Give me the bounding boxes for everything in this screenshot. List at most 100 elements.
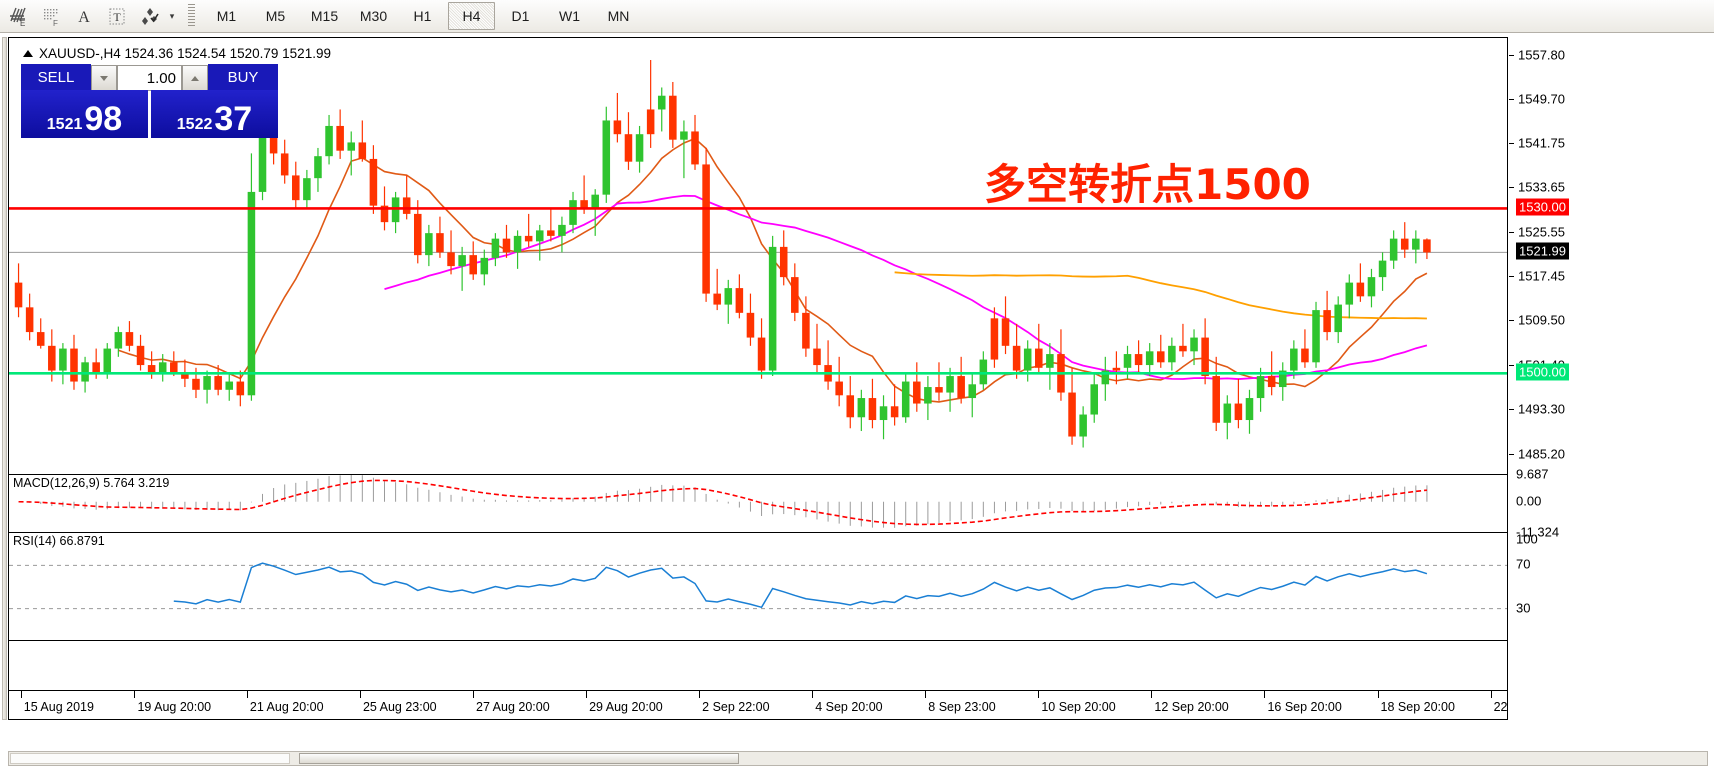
sell-price-prefix: 1521 (46, 116, 83, 133)
macd-axis-label: 9.687 (1516, 466, 1549, 482)
price-axis-label: 1525.55 (1518, 224, 1565, 240)
timeframe-button-h4[interactable]: H4 (448, 2, 495, 30)
indicators-icon[interactable]: E (3, 2, 33, 30)
timeframe-button-m30[interactable]: M30 (359, 8, 388, 24)
buy-price-prefix: 1522 (176, 116, 213, 133)
time-axis-tick (20, 690, 22, 698)
price-axis-tick (1509, 99, 1514, 101)
time-axis-tick (586, 690, 588, 698)
macd-indicator-label: MACD(12,26,9) 5.764 3.219 (13, 476, 170, 490)
price-badge-horizontal-line[interactable]: 1530.00 (1516, 198, 1569, 216)
caret-up-icon (191, 75, 199, 81)
volume-decrement-button[interactable] (91, 65, 117, 91)
timeframe-button-h1[interactable]: H1 (413, 8, 432, 24)
time-axis-tick (1038, 690, 1040, 698)
symbol-header: XAUUSD-,H4 1524.36 1524.54 1520.79 1521.… (23, 46, 331, 61)
rsi-axis-label: 100 (1516, 531, 1538, 547)
price-axis[interactable]: 1557.80 1549.70 1541.75 1533.65 1525.55 1517.… (1509, 37, 1714, 720)
time-axis-label: 12 Sep 20:00 (1154, 700, 1229, 714)
price-axis-label: 1493.30 (1518, 401, 1565, 417)
main-toolbar: E F A T (0, 0, 1714, 33)
time-axis-label: 10 Sep 20:00 (1041, 700, 1116, 714)
rsi-axis-label: 30 (1516, 600, 1531, 616)
crosshair-icon[interactable]: F (36, 2, 66, 30)
time-axis-tick (134, 690, 136, 698)
horizontal-scrollbar[interactable] (8, 751, 1708, 766)
timeframe-button-mn[interactable]: MN (607, 8, 630, 24)
buy-price-panel[interactable]: 1522 37 (151, 90, 278, 138)
time-axis-label: 16 Sep 20:00 (1267, 700, 1342, 714)
scrollbar-track-left[interactable] (10, 753, 290, 764)
caret-glyph: ▾ (169, 10, 175, 21)
price-axis-label: 1557.80 (1518, 47, 1565, 63)
price-axis-label: 1485.20 (1518, 446, 1565, 462)
rsi-pane[interactable]: RSI(14) 66.8791 (9, 533, 1507, 641)
time-axis-label: 18 Sep 20:00 (1380, 700, 1455, 714)
text-icon[interactable]: A (69, 2, 99, 30)
time-axis-label: 22 Sep 23:00 (1493, 700, 1507, 714)
time-axis-tick (246, 690, 248, 698)
price-chart-svg (9, 59, 1507, 448)
time-axis-tick (473, 690, 474, 698)
time-axis-label: 2 Sep 22:00 (702, 700, 770, 714)
price-axis-tick (1509, 187, 1514, 189)
buy-button[interactable]: BUY (208, 64, 278, 90)
timeframe-group: M1 M5 M15 M30 H1 H4 D1 W1 MN (202, 2, 643, 30)
caret-down-icon (100, 75, 108, 81)
objects-icon[interactable] (135, 2, 165, 30)
price-axis-tick (1509, 453, 1514, 455)
price-axis-tick (1509, 364, 1514, 366)
time-axis-tick (699, 690, 701, 698)
buy-price-pips: 37 (214, 100, 253, 138)
symbol-header-text: XAUUSD-,H4 1524.36 1524.54 1520.79 1521.… (39, 46, 331, 61)
chart-area: MACD(12,26,9) 5.764 3.219 RSI(14) 66.879… (0, 33, 1714, 766)
macd-axis-label: -11.324 (1516, 524, 1560, 540)
timeframe-button-m1[interactable]: M1 (216, 8, 237, 24)
macd-pane[interactable]: MACD(12,26,9) 5.764 3.219 (9, 475, 1507, 533)
price-axis-label: 1509.50 (1518, 312, 1565, 328)
price-badge-current-price[interactable]: 1521.99 (1516, 242, 1569, 260)
time-axis: 15 Aug 2019 19 Aug 20:00 21 Aug 20:00 25 Au… (9, 641, 1507, 719)
time-axis-tick (812, 690, 814, 698)
time-axis-tick (1377, 690, 1379, 698)
volume-input[interactable]: 1.00 (117, 65, 182, 91)
macd-chart-svg (18, 475, 1428, 528)
collapse-triangle-icon[interactable] (23, 50, 33, 57)
volume-increment-button[interactable] (182, 65, 208, 91)
timeframe-button-m5[interactable]: M5 (265, 8, 286, 24)
chart-left-scrollbar[interactable] (2, 37, 7, 720)
time-axis-tick (1490, 690, 1492, 698)
macd-axis-label: 0.00 (1516, 493, 1542, 509)
chart-frame: MACD(12,26,9) 5.764 3.219 RSI(14) 66.879… (8, 37, 1508, 720)
objects-dropdown-caret-icon[interactable]: ▾ (165, 2, 179, 30)
price-axis-label: 1533.65 (1518, 179, 1565, 195)
scrollbar-thumb[interactable] (299, 753, 739, 764)
price-axis-tick (1509, 142, 1514, 144)
oct-price-row: 1521 98 1522 37 (21, 90, 278, 138)
svg-text:E: E (20, 19, 25, 27)
rsi-chart-svg (9, 562, 1507, 610)
toolbar-grip[interactable] (188, 4, 195, 28)
time-axis-tick (359, 690, 361, 698)
timeframe-button-d1[interactable]: D1 (511, 8, 530, 24)
price-axis-tick (1509, 409, 1514, 411)
timeframe-button-m15[interactable]: M15 (310, 8, 339, 24)
sell-button[interactable]: SELL (21, 64, 91, 90)
text-label-icon[interactable]: T (102, 2, 132, 30)
chart-annotation-text: 多空转折点1500 (984, 160, 1311, 209)
rsi-axis-label: 70 (1516, 556, 1531, 572)
price-axis-label: 1541.75 (1518, 135, 1565, 151)
price-axis-tick (1509, 54, 1514, 56)
price-axis-tick (1509, 276, 1514, 278)
svg-text:F: F (53, 19, 58, 27)
time-axis-label: 8 Sep 23:00 (928, 700, 996, 714)
time-axis-label: 29 Aug 20:00 (589, 700, 663, 714)
rsi-indicator-label: RSI(14) 66.8791 (13, 534, 105, 548)
price-badge-horizontal-line[interactable]: 1500.00 (1516, 363, 1569, 381)
sell-price-panel[interactable]: 1521 98 (21, 90, 148, 138)
oct-controls-row: SELL 1.00 BUY (21, 64, 278, 91)
one-click-trading-panel[interactable]: SELL 1.00 BUY 1521 98 1522 37 (21, 64, 278, 138)
price-pane[interactable] (9, 38, 1507, 475)
time-axis-label: 21 Aug 20:00 (249, 700, 324, 714)
timeframe-button-w1[interactable]: W1 (559, 8, 580, 24)
